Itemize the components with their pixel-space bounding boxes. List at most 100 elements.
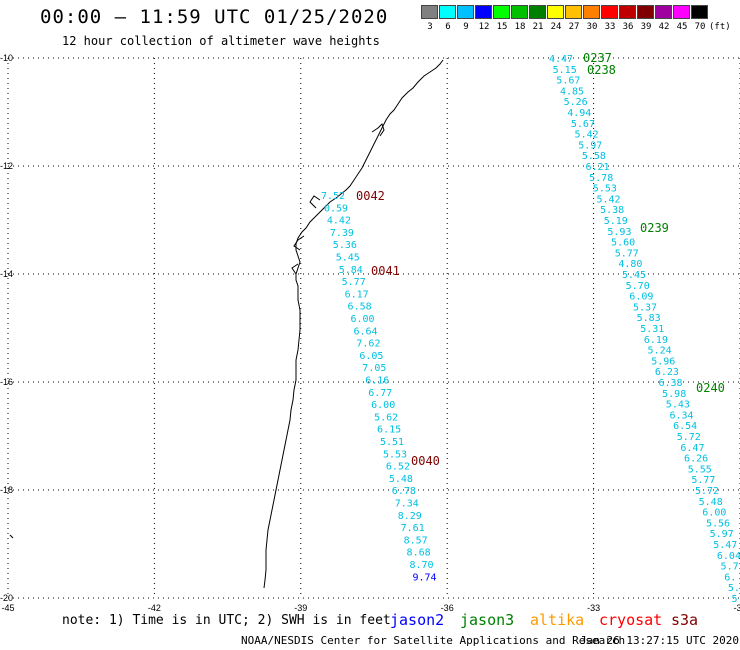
pass-label: 0237 [583,51,612,65]
pass-label: 0238 [587,63,616,77]
wave-height-value: 5.72 [695,486,719,497]
wave-height-value: 5.97 [710,529,734,540]
wave-height-value: 6.77 [368,388,392,399]
pass-label: 0042 [356,189,385,203]
pass-label: 0239 [640,221,669,235]
units-note: note: 1) Time is in UTC; 2) SWH is in fe… [62,613,391,628]
color-scale-label: 24 [550,22,562,32]
wave-height-value: 5.98 [662,389,686,400]
page-title: 00:00 – 11:59 UTC 01/25/2020 [40,6,389,28]
color-swatch [601,5,618,19]
color-swatch [421,5,438,19]
wave-height-value: 5.96 [651,356,675,367]
color-scale-label: 9 [463,22,469,32]
wave-height-value: 5.77 [342,277,366,288]
wave-height-value: 5. [728,583,740,594]
lon-label: -36 [441,603,454,613]
color-scale-label: 42 [658,22,670,32]
wave-height-value: 5.45 [622,270,646,281]
wave-height-value: 5.56 [706,518,730,529]
wave-height-value: 5.24 [648,346,672,357]
wave-height-value: 6.00 [371,400,395,411]
wave-height-value: 6.00 [351,314,375,325]
wave-height-value: 7.05 [362,363,386,374]
wave-height-value: 7.52 [321,191,345,202]
wave-height-value: 7.62 [356,339,380,350]
wave-height-value: 6.17 [345,289,369,300]
color-scale-label: 45 [676,22,688,32]
wave-height-value: 5.70 [626,281,650,292]
pass-label: 0240 [696,381,725,395]
wave-height-value: 6.04 [717,551,740,562]
wave-height-value: 6.64 [353,326,377,337]
color-swatch [619,5,636,19]
lon-label: -30 [733,603,740,613]
wave-height-value: 5.43 [666,400,690,411]
wave-height-value: 4.80 [618,259,642,270]
wave-height-value: 5.67 [556,76,580,87]
wave-height-value: 6.23 [655,367,679,378]
color-swatch [457,5,474,19]
color-scale-labels: 3 6 9 12 15 18 21 24 27 30 33 36 39 42 45 70 (ft) [421,22,731,32]
color-scale-label: 39 [640,22,652,32]
wave-height-value: 5.78 [589,173,613,184]
wave-height-value: 5.77 [691,475,715,486]
legend-jason2: jason2 [390,611,445,629]
color-scale-label: 12 [478,22,490,32]
wave-height-value: 5.53 [383,449,407,460]
pass-label: 0041 [371,264,400,278]
page-subtitle: 12 hour collection of altimeter wave hei… [62,34,380,48]
footer-credit: NOAA/NESDIS Center for Satellite Applica… [241,634,626,647]
wave-height-value: 5.36 [333,240,357,251]
color-swatch [529,5,546,19]
wave-height-value: 6.52 [386,462,410,473]
color-scale-label: 18 [514,22,526,32]
lat-label: -16 [0,377,13,387]
wave-height-value: 7.61 [401,523,425,534]
wave-height-value: 5.62 [374,412,398,423]
wave-height-value: 9.74 [412,572,436,583]
color-swatch [547,5,564,19]
pass-label: 0040 [411,454,440,468]
color-scale-label: 27 [568,22,580,32]
wave-height-value: 6.34 [669,410,693,421]
wave-height-value: 7.39 [330,228,354,239]
legend-cryosat: cryosat [599,611,663,629]
wave-height-value: 5.42 [575,130,599,141]
lon-label: -45 [1,603,14,613]
color-scale-unit: (ft) [709,22,731,32]
color-scale-label: 33 [604,22,616,32]
wave-height-value: 6.26 [684,454,708,465]
wave-height-value: 5.97 [578,140,602,151]
wave-height-value: 5.60 [611,238,635,249]
wave-height-value: 4.94 [567,108,591,119]
lat-lon-grid [7,57,740,599]
wave-height-value: 6.00 [702,508,726,519]
lon-label: -42 [148,603,161,613]
wave-height-value: 5.15 [553,65,577,76]
color-scale-label: 3 [427,22,433,32]
axis-labels: -10 -12 -14 -16 -18 -20-45 -42 -39 -36 -33 -30 [0,53,740,613]
wave-height-value: 5.7 [721,562,739,573]
wave-height-value: 4.47 [549,54,573,65]
wave-height-value: 5.53 [593,184,617,195]
wave-height-value: 6.09 [629,292,653,303]
wave-height-value: 5.42 [596,194,620,205]
wave-height-value: 5.84 [339,265,363,276]
color-swatch [655,5,672,19]
wave-height-value: 5.93 [607,227,631,238]
wave-height-value: 5 [732,594,738,605]
wave-height-value: 5.38 [600,205,624,216]
wave-height-value: 0.59 [324,203,348,214]
lat-label: -18 [0,485,13,495]
wave-height-value: 6.58 [348,302,372,313]
wave-height-value: 8.70 [410,560,434,571]
wave-height-value: 5.51 [380,437,404,448]
wave-height-value: 5.31 [640,324,664,335]
wave-height-value: 4.85 [560,86,584,97]
color-swatch [475,5,492,19]
footer-timestamp: Jan 26 13:27:15 UTC 2020 [580,634,739,647]
color-scale-label: 70 [694,22,706,32]
